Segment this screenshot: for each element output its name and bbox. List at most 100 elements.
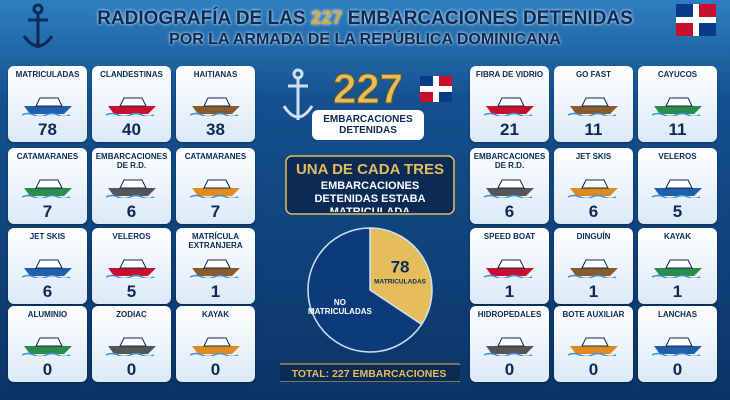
hull xyxy=(24,106,72,114)
wave xyxy=(106,352,155,356)
card: CAYUCOS 11 xyxy=(638,66,717,142)
card-count: 0 xyxy=(42,360,53,379)
hull xyxy=(570,106,618,114)
boat-icon xyxy=(568,97,618,116)
card: DINGUÍN 1 xyxy=(554,228,633,304)
hull xyxy=(108,346,156,354)
hull xyxy=(108,106,156,114)
cabin xyxy=(119,259,147,269)
card: KAYAK 0 xyxy=(176,306,255,382)
boat-icon xyxy=(484,337,534,356)
boat-icon xyxy=(190,259,240,278)
card: SPEED BOAT 1 xyxy=(470,228,549,304)
boat-icon xyxy=(22,259,72,278)
boat-icon xyxy=(652,179,702,198)
boat-icon xyxy=(568,337,618,356)
card-count: 1 xyxy=(210,282,221,301)
wave xyxy=(484,274,533,278)
card-label: HAITIANAS xyxy=(193,70,238,79)
card-label: ZODIAC xyxy=(116,310,147,319)
cabin xyxy=(119,337,147,347)
card-count: 0 xyxy=(672,360,683,379)
cabin xyxy=(581,337,609,347)
boat-icon xyxy=(106,179,156,198)
card-count: 1 xyxy=(672,282,683,301)
total: TOTAL: 227 EMBARCACIONES xyxy=(292,368,447,380)
boat-icon xyxy=(106,337,156,356)
slice-label-box: NO MATRICULADAS xyxy=(308,298,372,316)
hull xyxy=(570,188,618,196)
hull xyxy=(654,346,702,354)
hull xyxy=(570,346,618,354)
wave xyxy=(652,352,701,356)
hull xyxy=(654,188,702,196)
cabin xyxy=(581,179,609,189)
wave xyxy=(568,112,617,116)
card-count: 6 xyxy=(504,202,515,221)
card-label: KAYAK xyxy=(202,310,229,319)
boat-icon xyxy=(652,259,702,278)
card-label: CATAMARANES xyxy=(184,152,247,161)
card-count: 38 xyxy=(206,120,225,139)
card-count: 0 xyxy=(504,360,515,379)
card: VELEROS 5 xyxy=(638,148,717,224)
cabin xyxy=(203,97,231,107)
wave xyxy=(190,194,239,198)
banner-text: EMBARCACIONES DETENIDAS xyxy=(323,114,413,136)
card-count: 78 xyxy=(38,120,57,139)
pie-slice xyxy=(307,227,423,353)
title-number: 227 xyxy=(310,8,343,29)
flag-icon xyxy=(676,4,716,36)
cabin xyxy=(497,337,525,347)
card-count: 21 xyxy=(500,120,519,139)
card: MATRICULADAS 78 xyxy=(8,66,87,142)
wave xyxy=(22,194,71,198)
card-count: 7 xyxy=(210,202,221,221)
total-box xyxy=(280,363,460,382)
wave xyxy=(568,274,617,278)
boat-icon xyxy=(22,179,72,198)
wave xyxy=(190,274,239,278)
card: HIDROPEDALES 0 xyxy=(470,306,549,382)
slice-label: MATRICULADAS xyxy=(374,279,427,286)
card-label: CATAMARANES xyxy=(16,152,79,161)
hull xyxy=(486,268,534,276)
hull xyxy=(192,346,240,354)
card-count: 7 xyxy=(42,202,53,221)
title-pre: RADIOGRAFÍA DE LAS xyxy=(97,8,311,29)
card: GO FAST 11 xyxy=(554,66,633,142)
card-count: 5 xyxy=(126,282,137,301)
hull xyxy=(486,106,534,114)
card: JET SKIS 6 xyxy=(8,228,87,304)
card-label: DINGUÍN xyxy=(576,232,611,241)
boat-icon xyxy=(568,179,618,198)
card-label: SPEED BOAT xyxy=(483,232,536,241)
cabin xyxy=(497,259,525,269)
card: EMBARCACIONES DE R.D. 6 xyxy=(92,148,171,224)
cabin xyxy=(665,179,693,189)
card-label: BOTE AUXILIAR xyxy=(562,310,625,319)
cabin xyxy=(665,337,693,347)
hull xyxy=(108,188,156,196)
title-post: EMBARCACIONES DETENIDAS xyxy=(342,8,633,29)
cabin xyxy=(35,179,63,189)
card: ZODIAC 0 xyxy=(92,306,171,382)
card-label: HIDROPEDALES xyxy=(477,310,542,319)
card-count: 1 xyxy=(588,282,599,301)
hull xyxy=(654,106,702,114)
boat-icon xyxy=(484,259,534,278)
hull xyxy=(24,188,72,196)
boat-icon xyxy=(106,97,156,116)
card-label: ALUMINIO xyxy=(27,310,68,319)
wave xyxy=(106,194,155,198)
card: HAITIANAS 38 xyxy=(176,66,255,142)
wave xyxy=(652,194,701,198)
card: VELEROS 5 xyxy=(92,228,171,304)
card-label: EMBARCACIONES DE R.D. xyxy=(473,152,546,170)
hull xyxy=(570,268,618,276)
boat-icon xyxy=(652,97,702,116)
hull xyxy=(192,268,240,276)
wave xyxy=(190,112,239,116)
wave xyxy=(568,352,617,356)
